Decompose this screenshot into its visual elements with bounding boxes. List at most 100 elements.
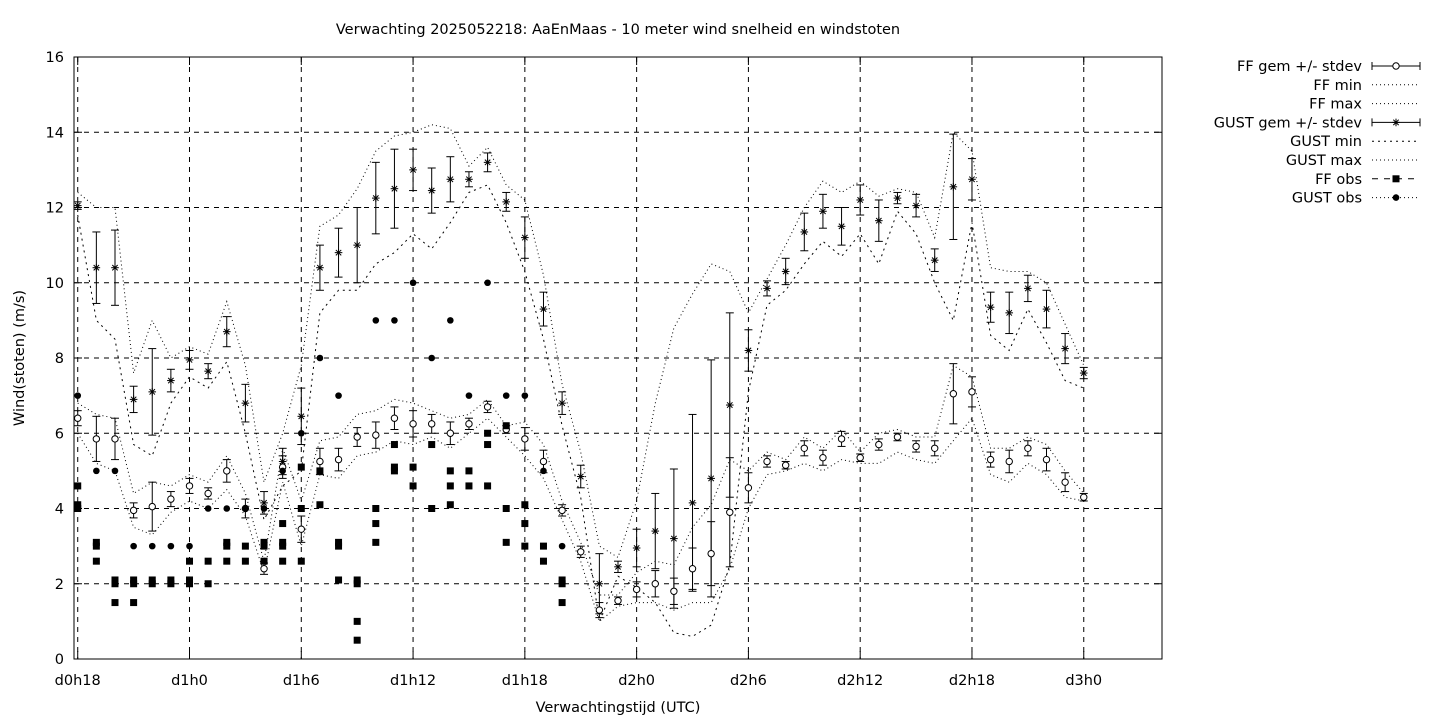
ff-obs-point xyxy=(539,557,547,565)
ff-mean-point xyxy=(595,606,604,614)
gust-mean-point-stroke xyxy=(559,400,566,407)
gust-mean-point-stroke xyxy=(298,413,305,420)
gust-mean-point xyxy=(781,267,790,276)
ff-obs-point xyxy=(502,422,510,430)
gust-mean-point xyxy=(297,412,306,421)
gust-mean-point xyxy=(968,175,976,184)
ff-obs-point xyxy=(335,542,343,550)
gust-mean-point xyxy=(725,401,734,409)
ff-obs-point xyxy=(92,538,100,546)
x-tick-label: d1h0 xyxy=(171,673,208,689)
gust-mean-point-stroke xyxy=(372,195,379,202)
ff-obs-point xyxy=(558,576,566,584)
y-tick-label: 12 xyxy=(46,201,64,217)
ff-obs-point xyxy=(353,636,361,644)
gust-mean-point xyxy=(222,327,231,336)
gust-mean-point-stroke xyxy=(782,268,789,275)
gust-mean-point-stroke xyxy=(745,347,752,354)
gust-mean-point xyxy=(390,184,399,193)
ff-obs-point xyxy=(130,599,138,607)
ff-mean-point xyxy=(129,506,138,515)
gust-mean-point-stroke xyxy=(968,176,976,183)
gust-mean-point-stroke xyxy=(652,528,659,535)
ff-mean-point xyxy=(92,435,101,443)
ff-obs-point xyxy=(260,542,268,550)
ff-mean-point xyxy=(577,548,585,556)
gust-obs-point xyxy=(391,317,398,324)
gust-mean-point-stroke xyxy=(540,306,547,313)
gust-mean-point-stroke xyxy=(1006,309,1013,316)
gust-obs-point xyxy=(93,467,100,475)
gust-mean-point xyxy=(763,284,771,293)
x-tick-label: d1h6 xyxy=(283,673,320,689)
gust-mean-point-stroke xyxy=(1024,285,1031,292)
gust-mean-point-stroke xyxy=(1062,345,1069,352)
gust-mean-point-stroke xyxy=(205,368,212,375)
ff-mean-point xyxy=(316,457,324,466)
gust-mean-point xyxy=(1061,344,1069,353)
gust-mean-point-stroke xyxy=(1043,306,1050,313)
ff-obs-point xyxy=(167,576,175,584)
legend-label: GUST obs xyxy=(1292,191,1362,207)
ff-obs-point xyxy=(130,576,138,584)
gust-mean-point-stroke xyxy=(1080,369,1087,377)
ff-obs-point xyxy=(279,542,287,550)
ff-obs-point xyxy=(316,467,324,475)
ff-obs-point xyxy=(241,557,249,565)
gust-mean-point-stroke xyxy=(149,388,156,395)
gust-mean-point xyxy=(744,346,753,355)
ff-mean-point xyxy=(297,525,305,533)
gust-mean-point xyxy=(1024,284,1032,293)
legend: FF gem +/- stdev FF min FF max GUST gem +/-… xyxy=(1214,59,1421,207)
ff-obs-point xyxy=(521,542,529,550)
ff-obs-point xyxy=(446,501,454,509)
ff-obs-point xyxy=(186,576,194,584)
y-tick-label: 0 xyxy=(55,652,64,668)
gust-mean-point-stroke xyxy=(577,473,584,480)
gust-mean-point-stroke xyxy=(614,563,622,570)
ff-obs-point xyxy=(428,505,436,512)
gust-mean-point xyxy=(893,194,902,202)
x-tick-label: d2h12 xyxy=(837,673,883,689)
ff-obs-point xyxy=(446,482,454,490)
ff-obs-point xyxy=(260,538,268,546)
gust-mean-point-stroke xyxy=(987,304,994,311)
ff-mean-point xyxy=(446,429,455,437)
gust-obs-point xyxy=(297,429,305,437)
x-tick-label: d3h0 xyxy=(1065,673,1102,689)
ff-obs-point xyxy=(260,557,268,565)
ff-mean-point xyxy=(409,420,417,428)
gust-obs-point xyxy=(465,392,473,399)
gust-mean-point xyxy=(73,201,82,210)
ff-mean-point xyxy=(390,414,399,422)
legend-label: FF gem +/- stdev xyxy=(1237,59,1362,75)
ff-obs-point xyxy=(74,501,82,509)
ff-obs-point xyxy=(409,482,417,490)
ff-obs-point xyxy=(390,463,398,471)
gust-mean-point-stroke xyxy=(894,195,901,202)
ff-obs-point xyxy=(223,557,231,565)
ff-obs-point xyxy=(372,520,380,528)
gust-mean-point-stroke xyxy=(801,228,808,236)
gust-mean-point-stroke xyxy=(410,166,417,173)
legend-label: GUST max xyxy=(1286,153,1363,169)
ff-mean-point xyxy=(968,388,976,396)
gust-mean-point xyxy=(1005,309,1014,317)
ff-mean-point xyxy=(1042,455,1051,464)
ff-mean-point xyxy=(614,596,622,605)
legend-sample xyxy=(1392,175,1400,183)
gust-mean-point xyxy=(409,166,417,174)
gust-mean-point xyxy=(185,356,194,364)
ff-obs-point xyxy=(279,538,287,546)
gust-obs-point xyxy=(167,542,175,550)
gust-mean-point-stroke xyxy=(838,223,845,230)
ff-obs-point xyxy=(111,576,119,584)
x-tick-label: d2h18 xyxy=(949,673,995,689)
gust-obs-point xyxy=(279,467,286,475)
ff-mean-point xyxy=(427,420,436,428)
y-tick-label: 14 xyxy=(46,125,64,141)
ff-mean-point xyxy=(334,455,343,464)
ff-obs-point xyxy=(465,482,473,490)
gust-mean-point-stroke xyxy=(819,208,826,215)
gust-mean-point-stroke xyxy=(521,234,528,241)
